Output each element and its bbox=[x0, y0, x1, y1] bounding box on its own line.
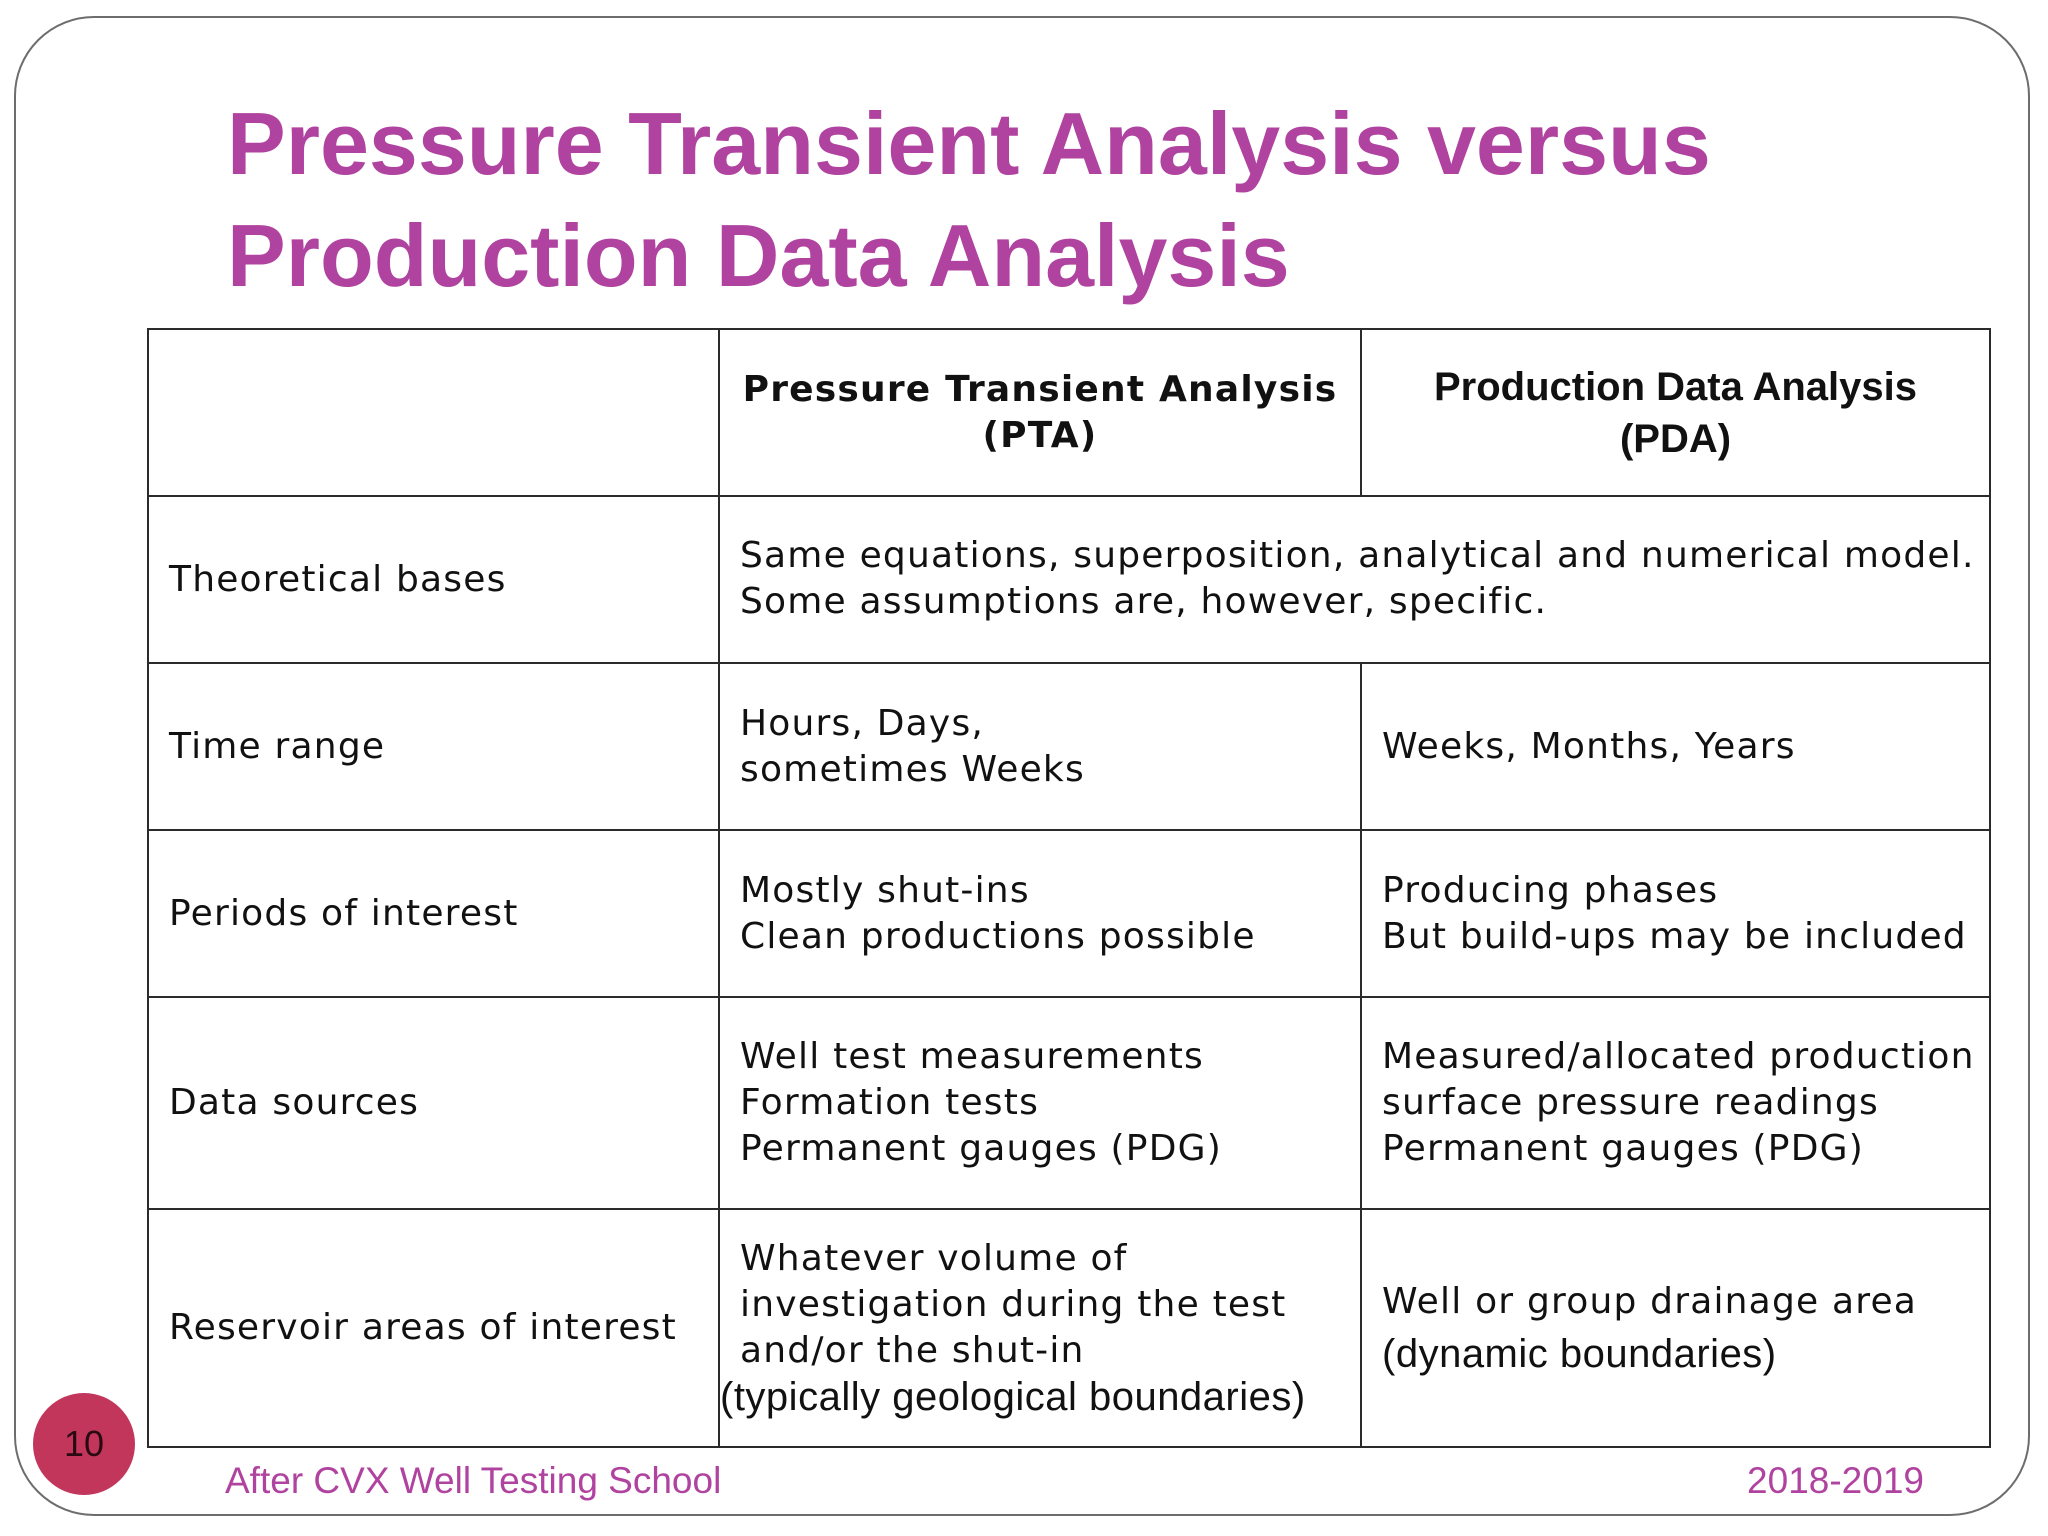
pta-line-4: (typically geological boundaries) bbox=[720, 1375, 1306, 1419]
table-row: Reservoir areas of interest Whatever vol… bbox=[147, 1208, 1991, 1448]
footer-source: After CVX Well Testing School bbox=[225, 1460, 722, 1501]
pda-line-1: Weeks, Months, Years bbox=[1382, 725, 1796, 767]
pda-line-2: But build-ups may be included bbox=[1382, 915, 1967, 957]
title-line-1: Pressure Transient Analysis versus bbox=[227, 94, 1711, 193]
header-pta-line-2: (PTA) bbox=[982, 414, 1098, 456]
pda-line-1: Well or group drainage area bbox=[1382, 1281, 1918, 1322]
cell-time-range-pta: Hours, Days, sometimes Weeks bbox=[718, 662, 1362, 831]
shared-line-2: Some assumptions are, however, specific. bbox=[740, 581, 1548, 622]
pda-line-3: Permanent gauges (PDG) bbox=[1382, 1128, 1864, 1169]
pta-line-2: Clean productions possible bbox=[740, 915, 1256, 957]
comparison-table: Pressure Transient Analysis (PTA) Produc… bbox=[147, 328, 1991, 1448]
pda-line-1: Measured/allocated production bbox=[1382, 1036, 1975, 1077]
header-pda-line-2: (PDA) bbox=[1619, 416, 1732, 461]
pta-line-1: Well test measurements bbox=[740, 1036, 1204, 1077]
pta-line-2: investigation during the test bbox=[740, 1284, 1287, 1325]
footer-year: 2018-2019 bbox=[1747, 1460, 1924, 1501]
pta-line-1: Mostly shut-ins bbox=[740, 869, 1030, 911]
pda-line-2: (dynamic boundaries) bbox=[1382, 1332, 1777, 1376]
header-pta-line-1: Pressure Transient Analysis bbox=[742, 368, 1338, 410]
pta-line-3: and/or the shut-in bbox=[740, 1330, 1085, 1371]
pta-line-2: Formation tests bbox=[740, 1082, 1040, 1123]
page-number-badge: 10 bbox=[33, 1393, 135, 1495]
row-label-reservoir-areas: Reservoir areas of interest bbox=[147, 1208, 720, 1448]
row-label-periods-of-interest: Periods of interest bbox=[147, 829, 720, 998]
cell-reservoir-pta: Whatever volume of investigation during … bbox=[718, 1208, 1362, 1448]
header-pta: Pressure Transient Analysis (PTA) bbox=[718, 328, 1362, 497]
cell-data-sources-pta: Well test measurements Formation tests P… bbox=[718, 996, 1362, 1210]
title-line-2: Production Data Analysis bbox=[227, 206, 1290, 305]
row-label-time-range: Time range bbox=[147, 662, 720, 831]
table-header-row: Pressure Transient Analysis (PTA) Produc… bbox=[147, 328, 1991, 497]
cell-time-range-pda: Weeks, Months, Years bbox=[1360, 662, 1991, 831]
shared-line-1: Same equations, superposition, analytica… bbox=[740, 535, 1975, 576]
pta-line-2: sometimes Weeks bbox=[740, 748, 1085, 790]
header-pda: Production Data Analysis (PDA) bbox=[1360, 328, 1991, 497]
table-row: Data sources Well test measurements Form… bbox=[147, 996, 1991, 1210]
pta-line-1: Hours, Days, bbox=[740, 702, 985, 744]
pda-line-2: surface pressure readings bbox=[1382, 1082, 1879, 1123]
cell-periods-pta: Mostly shut-ins Clean productions possib… bbox=[718, 829, 1362, 998]
cell-data-sources-pda: Measured/allocated production surface pr… bbox=[1360, 996, 1991, 1210]
pta-line-3: Permanent gauges (PDG) bbox=[740, 1128, 1222, 1169]
cell-theoretical-bases-shared: Same equations, superposition, analytica… bbox=[718, 495, 1991, 664]
row-label-data-sources: Data sources bbox=[147, 996, 720, 1210]
table-row: Theoretical bases Same equations, superp… bbox=[147, 495, 1991, 664]
row-label-theoretical-bases: Theoretical bases bbox=[147, 495, 720, 664]
table-row: Time range Hours, Days, sometimes Weeks … bbox=[147, 662, 1991, 831]
slide-title: Pressure Transient Analysis versus Produ… bbox=[227, 88, 1907, 312]
header-pda-line-1: Production Data Analysis bbox=[1433, 364, 1918, 409]
pta-line-1: Whatever volume of bbox=[740, 1238, 1128, 1279]
cell-periods-pda: Producing phases But build-ups may be in… bbox=[1360, 829, 1991, 998]
cell-reservoir-pda: Well or group drainage area (dynamic bou… bbox=[1360, 1208, 1991, 1448]
pda-line-1: Producing phases bbox=[1382, 869, 1719, 911]
header-empty-cell bbox=[147, 328, 720, 497]
table-row: Periods of interest Mostly shut-ins Clea… bbox=[147, 829, 1991, 998]
